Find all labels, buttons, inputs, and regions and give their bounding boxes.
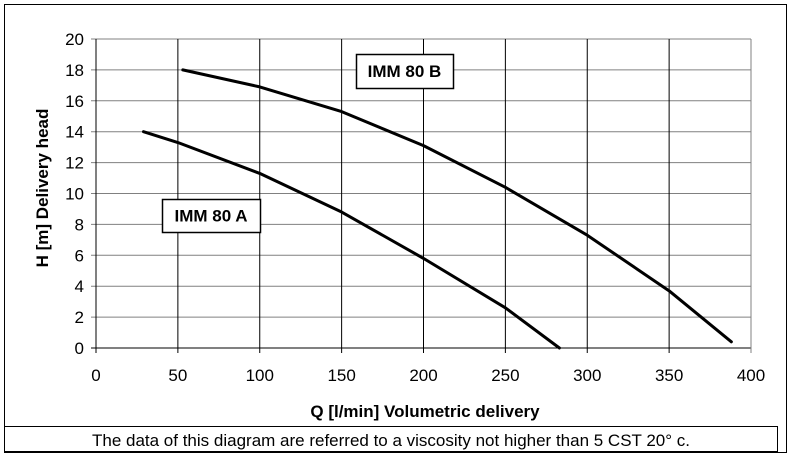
x-tick-label: 50 xyxy=(168,366,187,385)
footnote-box xyxy=(4,426,778,452)
y-tick-label: 16 xyxy=(65,92,84,111)
x-tick-label: 400 xyxy=(737,366,765,385)
footnote: The data of this diagram are referred to… xyxy=(92,431,690,450)
y-tick-label: 8 xyxy=(75,215,84,234)
series-label: IMM 80 B xyxy=(368,62,442,81)
y-tick-label: 2 xyxy=(75,308,84,327)
y-tick-label: 14 xyxy=(65,123,84,142)
series-label: IMM 80 A xyxy=(174,207,247,226)
y-tick-label: 18 xyxy=(65,61,84,80)
x-tick-label: 150 xyxy=(327,366,355,385)
y-tick-label: 6 xyxy=(75,246,84,265)
series-label-box xyxy=(355,53,455,90)
series-line-imm-80-b xyxy=(181,68,733,344)
x-tick-label: 0 xyxy=(91,366,100,385)
y-tick-label: 10 xyxy=(65,185,84,204)
series-line-imm-80-a xyxy=(141,130,561,350)
y-tick-label: 4 xyxy=(75,277,84,296)
y-tick-label: 12 xyxy=(65,154,84,173)
series-label-box xyxy=(161,198,262,234)
x-tick-label: 300 xyxy=(573,366,601,385)
x-tick-label: 350 xyxy=(655,366,683,385)
x-tick-label: 100 xyxy=(246,366,274,385)
y-tick-label: 0 xyxy=(75,339,84,358)
y-axis-title: H [m] Delivery head xyxy=(33,109,52,268)
y-tick-label: 20 xyxy=(65,30,84,49)
x-tick-label: 250 xyxy=(491,366,519,385)
x-tick-label: 200 xyxy=(409,366,437,385)
x-axis-title: Q [l/min] Volumetric delivery xyxy=(310,402,540,421)
